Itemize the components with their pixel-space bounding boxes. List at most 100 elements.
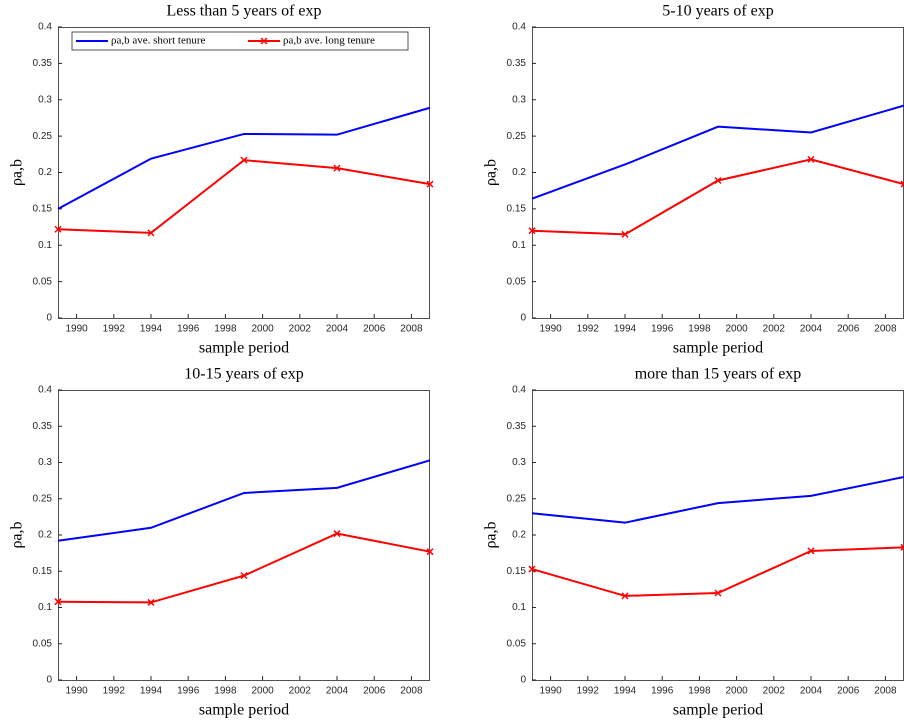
x-tick-label: 1998 — [688, 686, 711, 697]
y-tick-label: 0 — [46, 675, 52, 686]
x-tick-label: 2008 — [874, 686, 897, 697]
axes-box — [58, 27, 430, 319]
x-tick-label: 2008 — [400, 324, 423, 335]
x-axis-label: sample period — [199, 340, 289, 357]
marker — [240, 156, 248, 164]
x-tick-label: 1990 — [65, 686, 88, 697]
y-tick-label: 0.35 — [507, 421, 527, 432]
y-tick-label: 0.1 — [38, 240, 52, 251]
x-tick-label: 2004 — [326, 324, 349, 335]
y-tick-label: 0.2 — [512, 530, 526, 541]
marker — [528, 565, 536, 573]
marker — [426, 548, 434, 556]
y-tick-label: 0.15 — [33, 204, 53, 215]
x-tick-label: 2006 — [363, 324, 386, 335]
legend-marker — [260, 37, 268, 45]
marker — [240, 572, 248, 580]
y-tick-label: 0.25 — [507, 493, 527, 504]
y-tick-label: 0.3 — [38, 94, 52, 105]
x-tick-label: 1992 — [103, 686, 126, 697]
x-tick-label: 2006 — [363, 686, 386, 697]
x-tick-label: 2000 — [725, 324, 748, 335]
y-tick-label: 0.15 — [507, 204, 527, 215]
x-axis-label: sample period — [199, 702, 289, 719]
x-tick-label: 2008 — [874, 324, 897, 335]
marker — [714, 176, 722, 185]
marker — [621, 592, 629, 600]
y-tick-label: 0.35 — [33, 421, 53, 432]
x-tick-label: 2006 — [837, 324, 860, 335]
x-tick-label: 1996 — [177, 686, 200, 697]
y-tick-label: 0.1 — [512, 602, 526, 613]
x-tick-label: 1990 — [539, 324, 562, 335]
y-tick-label: 0.4 — [38, 385, 52, 396]
x-tick-label: 2004 — [800, 686, 823, 697]
x-tick-label: 1994 — [614, 324, 637, 335]
x-tick-label: 1992 — [103, 324, 126, 335]
y-tick-label: 0.25 — [33, 493, 53, 504]
y-tick-label: 0.25 — [33, 131, 53, 142]
x-tick-label: 2002 — [763, 686, 786, 697]
x-tick-label: 1996 — [651, 686, 674, 697]
y-tick-label: 0.1 — [512, 240, 526, 251]
subplot-title: 5-10 years of exp — [662, 3, 774, 20]
y-tick-label: 0 — [46, 313, 52, 324]
y-tick-label: 0.05 — [507, 276, 527, 287]
series-line — [531, 476, 904, 524]
marker — [147, 229, 155, 237]
marker — [807, 547, 815, 555]
y-tick-label: 0.35 — [507, 58, 527, 69]
x-tick-label: 2000 — [725, 686, 748, 697]
x-tick-label: 1990 — [539, 686, 562, 697]
y-tick-label: 0.2 — [38, 530, 52, 541]
y-axis-label: ρa,b — [9, 159, 26, 186]
y-tick-label: 0.2 — [512, 167, 526, 178]
marker — [333, 164, 341, 172]
y-tick-label: 0.15 — [33, 566, 53, 577]
y-tick-label: 0.4 — [512, 385, 526, 396]
marker — [621, 230, 629, 238]
x-tick-label: 2006 — [837, 686, 860, 697]
x-tick-label: 2004 — [800, 324, 823, 335]
subplot-title: Less than 5 years of exp — [166, 3, 321, 20]
series-line — [57, 106, 431, 210]
series-line — [531, 104, 904, 200]
legend-label: ρa,b ave. short tenure — [111, 35, 205, 47]
x-tick-label: 1990 — [65, 324, 88, 335]
x-tick-label: 1992 — [577, 324, 600, 335]
y-axis-label: ρa,b — [483, 521, 500, 548]
marker — [900, 543, 904, 551]
x-tick-label: 1994 — [140, 324, 163, 335]
x-tick-label: 1998 — [688, 324, 711, 335]
x-tick-label: 2002 — [289, 324, 312, 335]
y-tick-label: 0.3 — [512, 94, 526, 105]
y-tick-label: 0.4 — [512, 22, 526, 33]
marker — [426, 180, 434, 188]
marker — [714, 589, 722, 597]
marker — [333, 530, 341, 538]
marker — [54, 598, 62, 606]
y-tick-label: 0.3 — [38, 457, 52, 468]
y-tick-label: 0.4 — [38, 22, 52, 33]
subplot-title: more than 15 years of exp — [635, 366, 802, 383]
x-axis-label: sample period — [673, 340, 763, 357]
x-tick-label: 1998 — [214, 686, 237, 697]
subplot-title: 10-15 years of exp — [184, 366, 304, 383]
x-tick-label: 2008 — [400, 686, 423, 697]
x-tick-label: 2002 — [289, 686, 312, 697]
marker — [807, 155, 815, 163]
axes-box — [58, 390, 430, 681]
y-tick-label: 0.2 — [38, 167, 52, 178]
marker — [528, 227, 536, 235]
x-axis-label: sample period — [673, 702, 763, 719]
y-tick-label: 0.25 — [507, 131, 527, 142]
legend-box — [71, 31, 409, 51]
marker — [900, 180, 904, 188]
marker — [54, 225, 62, 233]
x-tick-label: 1996 — [651, 324, 674, 335]
series-line — [531, 546, 904, 597]
x-tick-label: 1996 — [177, 324, 200, 335]
y-tick-label: 0.05 — [33, 638, 53, 649]
axes-box — [532, 390, 904, 681]
